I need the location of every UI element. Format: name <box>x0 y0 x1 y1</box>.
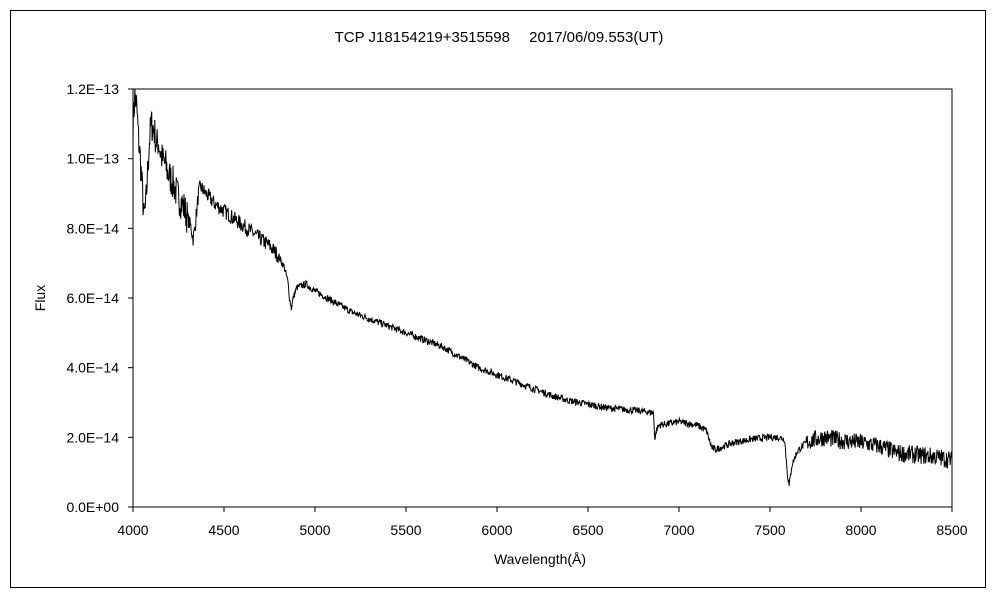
x-tick-label: 4000 <box>117 522 148 538</box>
x-tick-label: 7000 <box>663 522 694 538</box>
x-tick-label: 6500 <box>572 522 603 538</box>
chart-frame <box>10 10 986 588</box>
y-axis-label: Flux <box>32 285 48 311</box>
x-tick-label: 5500 <box>390 522 421 538</box>
x-axis-label: Wavelength(Å) <box>494 551 586 567</box>
y-tick-label: 2.0E−14 <box>66 429 119 445</box>
y-tick-label: 6.0E−14 <box>66 290 119 306</box>
y-tick-label: 1.0E−13 <box>66 151 119 167</box>
y-tick-label: 4.0E−14 <box>66 360 119 376</box>
x-tick-label: 7500 <box>754 522 785 538</box>
chart-title: TCP J18154219+3515598 2017/06/09.553(UT) <box>335 29 664 46</box>
x-axis-ticks: 4000 4500 5000 5500 6000 6500 7000 7500 8000 8500 <box>117 507 968 538</box>
x-tick-label: 6000 <box>481 522 512 538</box>
y-axis-ticks: 0.0E+00 2.0E−14 4.0E−14 6.0E−14 8.0E−14 1.0E−… <box>66 81 133 515</box>
plot-area <box>132 88 953 508</box>
spectrum-series-line <box>132 88 953 486</box>
y-tick-label: 1.2E−13 <box>66 81 119 97</box>
x-tick-label: 5000 <box>299 522 330 538</box>
x-tick-label: 8500 <box>936 522 967 538</box>
y-tick-label: 8.0E−14 <box>66 220 119 236</box>
x-tick-label: 8000 <box>845 522 876 538</box>
y-tick-label: 0.0E+00 <box>66 499 119 515</box>
x-tick-label: 4500 <box>208 522 239 538</box>
